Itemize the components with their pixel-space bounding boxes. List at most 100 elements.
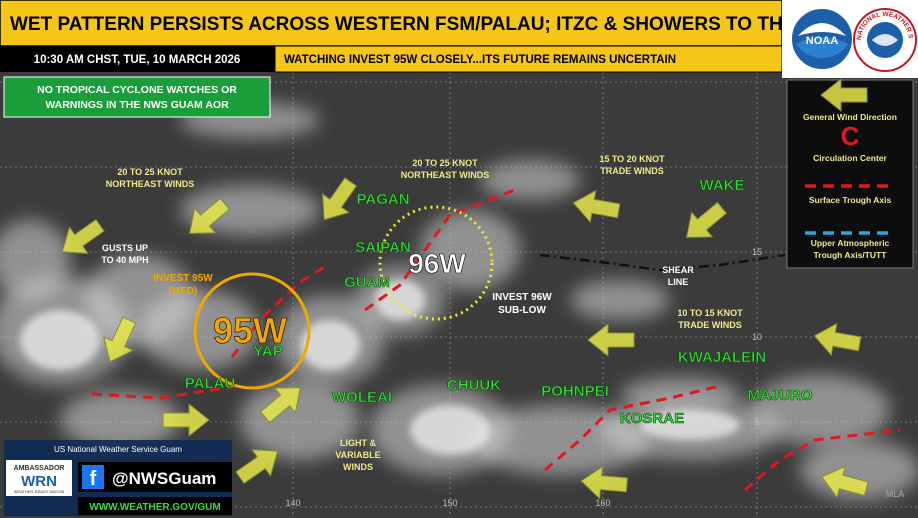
place-label: KOSRAE (620, 410, 684, 427)
credit: MLA (886, 489, 905, 499)
wrn-ambassador: AMBASSADOR (14, 465, 65, 472)
system-label-line: INVEST 96W (492, 292, 552, 303)
place-label: YAP (253, 343, 282, 360)
cloud-core (375, 280, 425, 320)
annotation-line: 20 TO 25 KNOT (412, 158, 478, 168)
footer-office: US National Weather Service Guam (54, 445, 182, 454)
nws-logo-cloud (872, 34, 898, 46)
annotation: 20 TO 25 KNOT NORTHEAST WINDS (106, 167, 195, 189)
legend-surface-trough: Surface Trough Axis (809, 195, 892, 205)
annotation-line: VARIABLE (335, 450, 380, 460)
facebook-icon (82, 465, 104, 489)
cloud (140, 290, 260, 370)
annotation-line: NORTHEAST WINDS (106, 179, 195, 189)
annotation-line: SHEAR (662, 265, 694, 275)
legend-arrow-holder (820, 77, 868, 113)
annotation: SHEAR LINE (662, 265, 694, 287)
cloud-core (410, 405, 490, 455)
footer-url: WWW.WEATHER.GOV/GUM (89, 502, 220, 513)
cloud (750, 375, 890, 445)
cloud-core (640, 410, 740, 440)
wrn-tagline: WEATHER-READY NATION (14, 489, 65, 494)
time-box (0, 46, 275, 72)
annotation: 10 TO 15 KNOT TRADE WINDS (677, 308, 743, 330)
wind-arrow (813, 322, 862, 357)
cloud (60, 390, 180, 450)
system-label-line: SUB-LOW (498, 305, 546, 316)
place-label: CHUUK (447, 377, 501, 394)
lon-label: 150 (442, 498, 457, 508)
place-label: PAGAN (356, 191, 409, 208)
annotation-line: GUSTS UP (102, 243, 148, 253)
lat-label: 10 (752, 332, 762, 342)
wind-arrow (322, 177, 358, 221)
surface-trough (744, 428, 901, 492)
cloud (0, 220, 70, 300)
legend-wind: General Wind Direction (803, 112, 897, 122)
lat-label: 15 (752, 247, 762, 257)
lat-label: 5 (754, 417, 759, 427)
wind-arrows (61, 177, 869, 500)
url-box (78, 497, 232, 515)
annotation-line: TRADE WINDS (600, 166, 664, 176)
issue-time: 10:30 AM CHST, TUE, 10 MARCH 2026 (34, 54, 241, 66)
legend-center-symbol: C (841, 121, 860, 151)
legend-center: Circulation Center (813, 153, 887, 163)
wind-arrow (235, 449, 279, 485)
annotation-line: TO 40 MPH (101, 255, 148, 265)
system-label: INVEST 96W SUB-LOW (492, 292, 552, 316)
outlook: WATCHING INVEST 95W CLOSELY...ITS FUTURE… (284, 54, 676, 66)
place-label: WOLEAI (332, 389, 392, 406)
place-label: PALAU (185, 375, 236, 392)
legend-upper-trough: Trough Axis/TUTT (814, 250, 888, 260)
outlook-box (274, 45, 783, 73)
alert-line: WARNINGS IN THE NWS GUAM AOR (45, 99, 229, 111)
wrn-logo (6, 460, 72, 496)
place-label: KWAJALEIN (678, 349, 766, 366)
annotation-line: LIGHT & (340, 438, 376, 448)
annotation-line: 10 TO 15 KNOT (677, 308, 743, 318)
cloud-core (300, 320, 360, 370)
cloud-core (20, 310, 100, 370)
wind-arrow (61, 218, 105, 254)
circulation-95w (193, 272, 311, 390)
noaa-logo-bird (798, 23, 846, 36)
place-label: WAKE (700, 177, 745, 194)
wind-arrow (103, 316, 137, 363)
cloud (480, 160, 580, 200)
system-id: 96W (408, 248, 466, 279)
wind-arrow (259, 387, 301, 424)
cloud-layer (0, 102, 918, 500)
trough-lines (91, 186, 901, 492)
legend-upper-trough: Upper Atmospheric (811, 238, 890, 248)
lon-label: 160 (595, 498, 610, 508)
system-label-line: (MED) (169, 286, 198, 297)
annotation-line: TRADE WINDS (678, 320, 742, 330)
annotation-line: 15 TO 20 KNOT (599, 154, 665, 164)
wind-arrow (820, 77, 868, 113)
circulation-96w (378, 205, 494, 321)
annotation: LIGHT & VARIABLE WINDS (335, 438, 380, 472)
annotation-line: WINDS (343, 462, 373, 472)
annotation: 15 TO 20 KNOT TRADE WINDS (599, 154, 665, 176)
lat-lon-grid: 140 150 160 5 10 15 (0, 72, 918, 518)
wind-arrow (686, 201, 728, 238)
wind-arrow (572, 189, 621, 224)
facebook-f: f (90, 468, 97, 490)
alert-line: NO TROPICAL CYCLONE WATCHES OR (37, 84, 237, 96)
wind-arrow (580, 465, 629, 500)
place-label: GUAM (344, 274, 390, 291)
alert-box (3, 76, 271, 118)
system-id: 95W (213, 310, 287, 351)
annotation-line: 20 TO 25 KNOT (117, 167, 183, 177)
wind-arrow (162, 402, 210, 438)
cloud (420, 210, 520, 290)
cloud (180, 185, 320, 235)
system-label-line: INVEST 95W (153, 273, 213, 284)
wind-arrow (189, 197, 231, 234)
annotation: GUSTS UP TO 40 MPH (101, 243, 148, 265)
cloud (570, 280, 670, 320)
annotation: 20 TO 25 KNOT NORTHEAST WINDS (401, 158, 490, 180)
